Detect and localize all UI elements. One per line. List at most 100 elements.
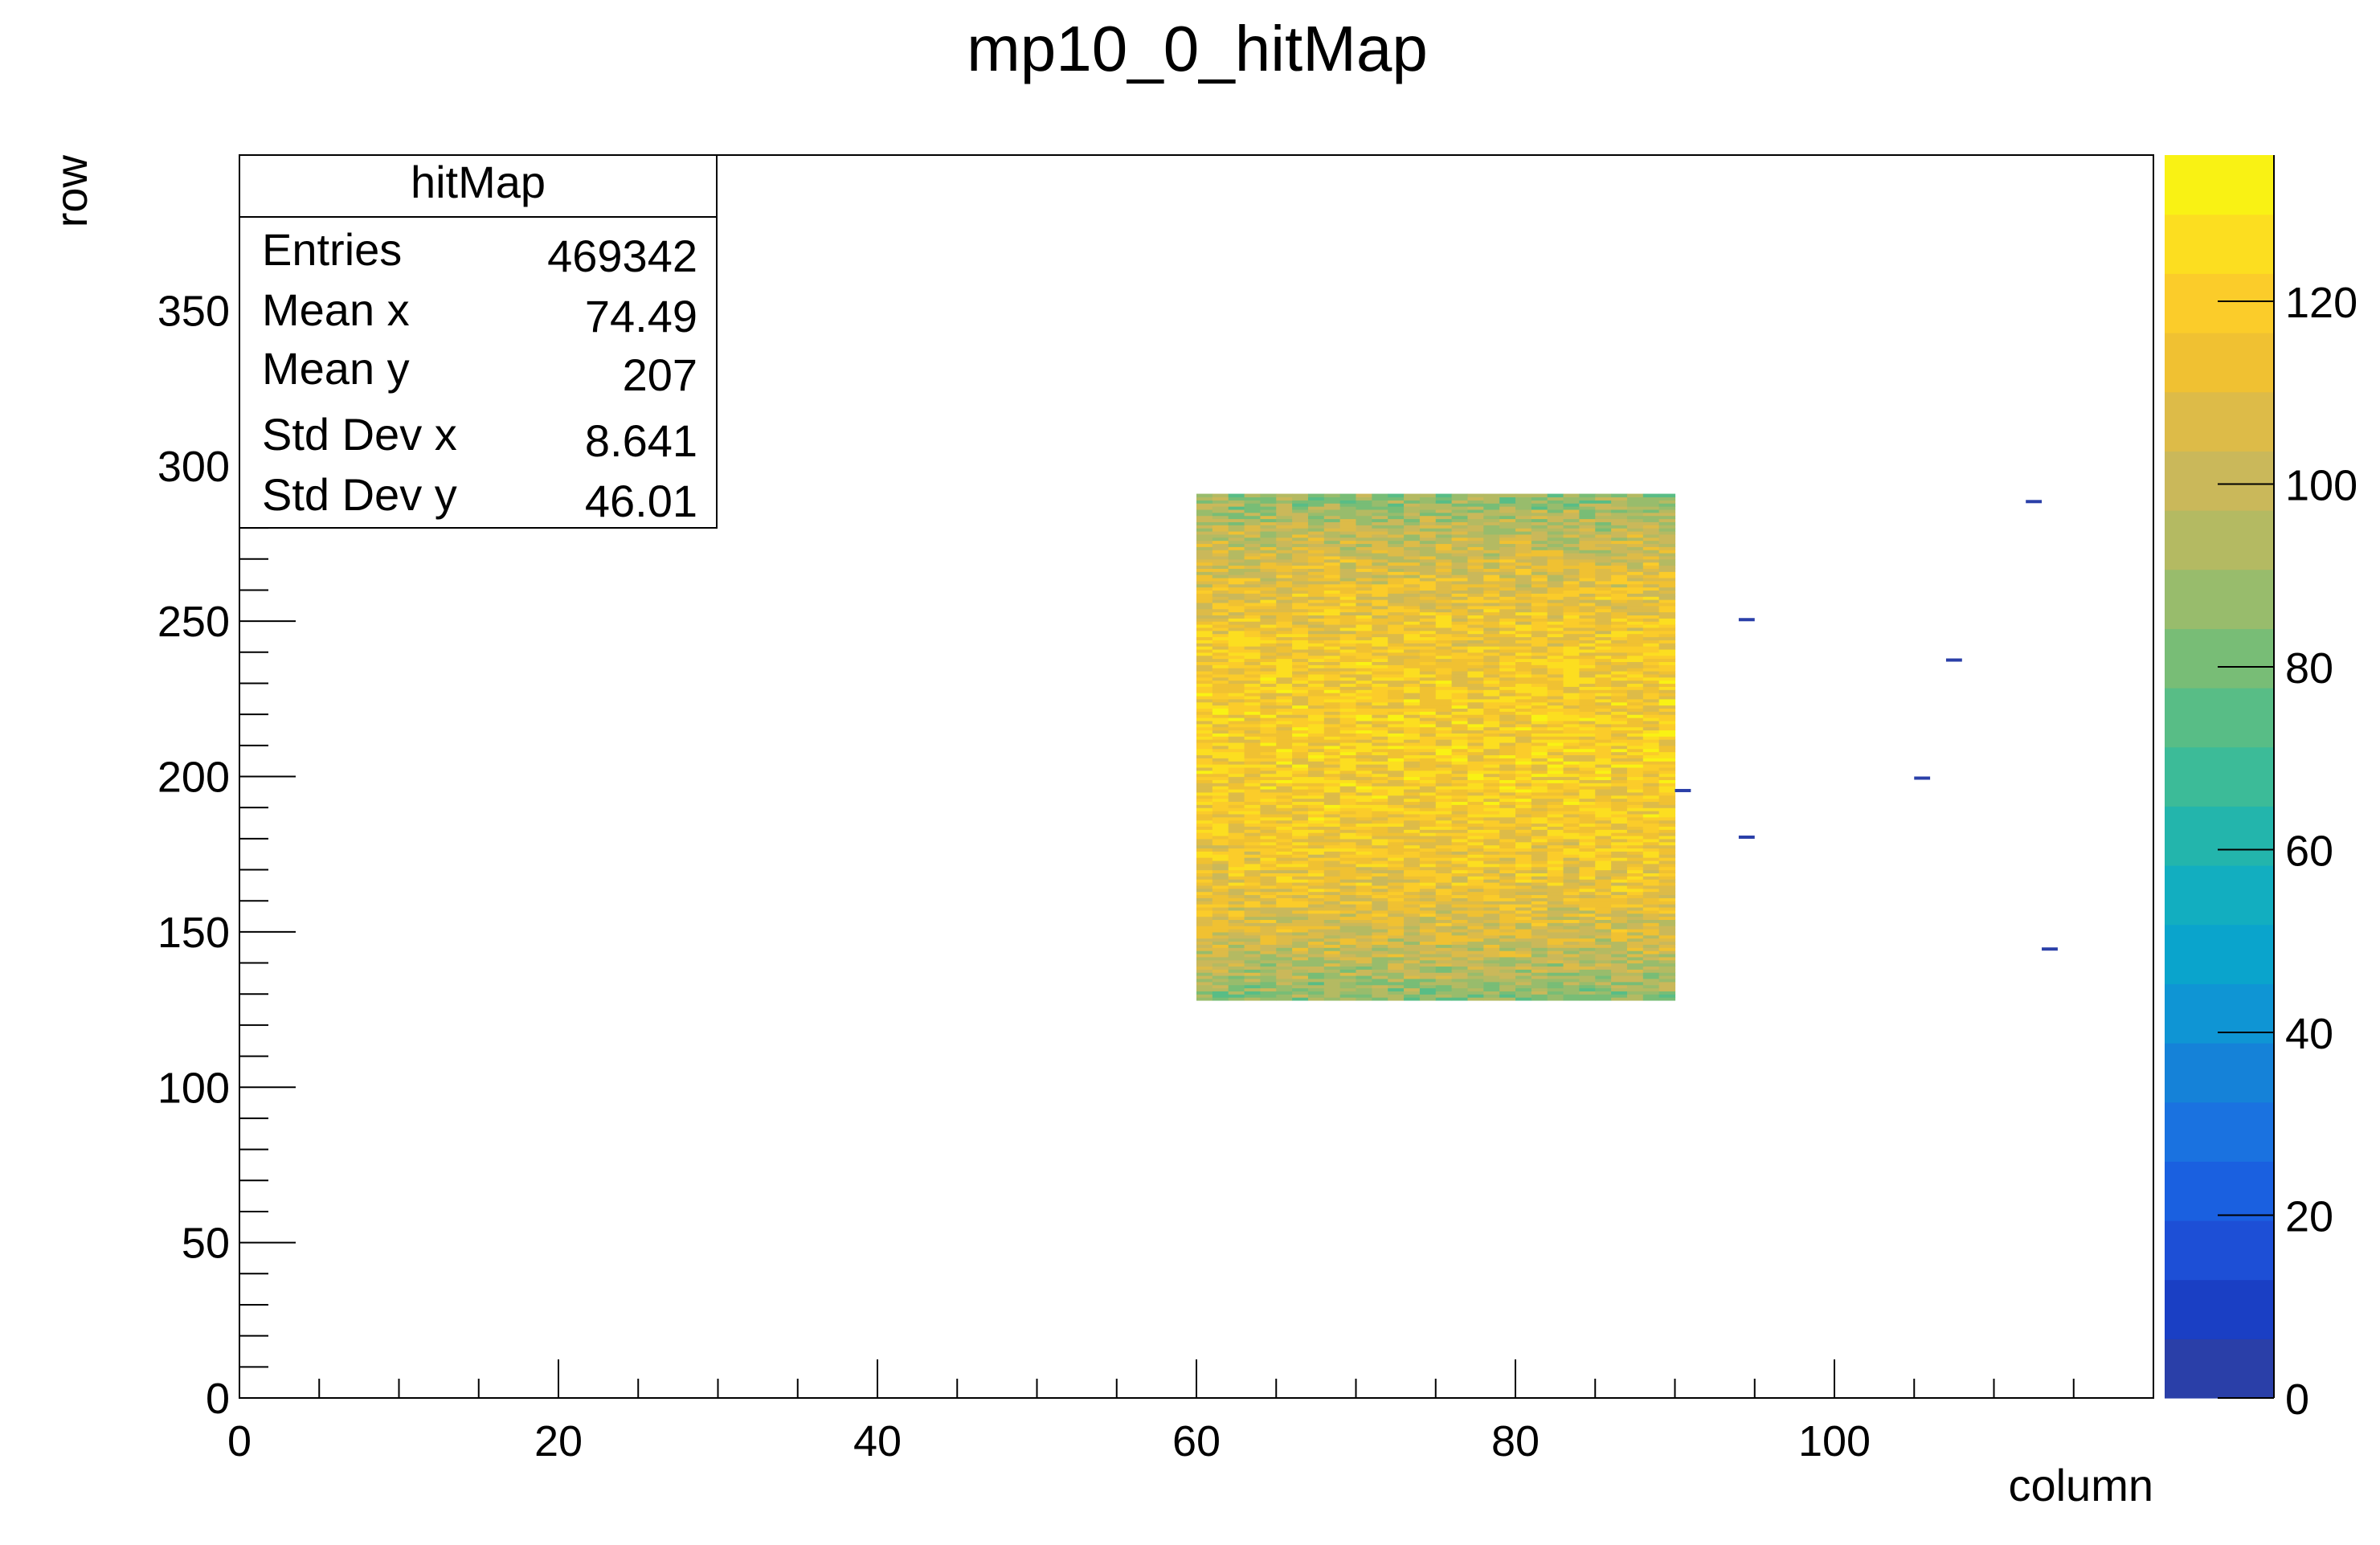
heatmap-cell xyxy=(1372,714,1388,718)
heatmap-cell xyxy=(1404,627,1421,631)
heatmap-cell xyxy=(1451,533,1469,538)
outlier-cell xyxy=(1914,776,1931,780)
heatmap-cell xyxy=(1339,885,1357,889)
heatmap-cell xyxy=(1212,698,1229,703)
heatmap-cell xyxy=(1595,966,1612,970)
heatmap-cell xyxy=(1435,776,1453,780)
heatmap-cell xyxy=(1260,587,1277,591)
heatmap-cell xyxy=(1196,854,1213,858)
heatmap-cell xyxy=(1435,652,1453,656)
heatmap-cell xyxy=(1260,820,1277,824)
heatmap-cell xyxy=(1339,636,1357,640)
heatmap-cell xyxy=(1419,714,1437,718)
heatmap-cell xyxy=(1276,823,1293,827)
heatmap-cell xyxy=(1292,766,1309,771)
heatmap-cell xyxy=(1547,521,1564,525)
heatmap-cell xyxy=(1499,959,1516,964)
heatmap-cell xyxy=(1499,533,1516,538)
heatmap-cell xyxy=(1260,891,1277,896)
heatmap-cell xyxy=(1658,543,1676,547)
heatmap-cell xyxy=(1483,786,1500,790)
heatmap-cell xyxy=(1419,798,1437,803)
heatmap-cell xyxy=(1292,835,1309,840)
heatmap-cell xyxy=(1276,698,1293,703)
heatmap-cell xyxy=(1531,543,1548,547)
heatmap-cell xyxy=(1260,761,1277,765)
heatmap-cell xyxy=(1323,643,1341,647)
x-tick-label: 20 xyxy=(534,1417,583,1465)
heatmap-cell xyxy=(1626,521,1644,525)
heatmap-cell xyxy=(1323,913,1341,918)
heatmap-cell xyxy=(1196,726,1213,731)
heatmap-cell xyxy=(1642,683,1660,687)
heatmap-cell xyxy=(1323,655,1341,660)
heatmap-cell xyxy=(1467,605,1484,610)
heatmap-cell xyxy=(1419,929,1437,933)
heatmap-cell xyxy=(1611,931,1628,936)
heatmap-cell xyxy=(1626,742,1644,746)
heatmap-cell xyxy=(1563,605,1580,610)
heatmap-cell xyxy=(1307,648,1325,653)
heatmap-cell xyxy=(1658,618,1676,622)
heatmap-cell xyxy=(1244,913,1261,918)
heatmap-cell xyxy=(1404,571,1421,575)
heatmap-cell xyxy=(1228,770,1245,775)
heatmap-cell xyxy=(1483,693,1500,697)
heatmap-cell xyxy=(1531,565,1548,569)
heatmap-cell xyxy=(1388,860,1405,864)
heatmap-cell xyxy=(1611,596,1628,600)
heatmap-cell xyxy=(1579,711,1596,715)
heatmap-cell xyxy=(1339,599,1357,603)
heatmap-cell xyxy=(1260,929,1277,933)
heatmap-cell xyxy=(1372,500,1388,504)
heatmap-cell xyxy=(1404,577,1421,582)
heatmap-cell xyxy=(1212,512,1229,517)
heatmap-cell xyxy=(1451,876,1469,880)
heatmap-cell xyxy=(1404,997,1421,1001)
heatmap-cell xyxy=(1372,643,1388,647)
heatmap-cell xyxy=(1483,916,1500,921)
heatmap-cell xyxy=(1547,646,1564,650)
heatmap-cell xyxy=(1451,994,1469,998)
heatmap-cell xyxy=(1356,761,1372,765)
heatmap-cell xyxy=(1339,733,1357,737)
heatmap-cell xyxy=(1642,605,1660,610)
heatmap-cell xyxy=(1467,876,1484,880)
heatmap-cell xyxy=(1595,689,1612,693)
heatmap-cell xyxy=(1388,804,1405,808)
heatmap-cell xyxy=(1372,705,1388,709)
heatmap-cell xyxy=(1483,813,1500,818)
heatmap-cell xyxy=(1595,605,1612,610)
heatmap-cell xyxy=(1435,863,1453,868)
heatmap-cell xyxy=(1307,938,1325,942)
heatmap-cell xyxy=(1212,506,1229,510)
heatmap-cell xyxy=(1579,540,1596,545)
heatmap-cell xyxy=(1499,860,1516,864)
heatmap-cell xyxy=(1339,736,1357,740)
heatmap-cell xyxy=(1467,804,1484,808)
heatmap-cell xyxy=(1642,599,1660,603)
heatmap-cell xyxy=(1563,841,1580,846)
heatmap-cell xyxy=(1292,608,1309,613)
heatmap-cell xyxy=(1611,698,1628,703)
heatmap-cell xyxy=(1435,906,1453,911)
heatmap-cell xyxy=(1419,816,1437,821)
heatmap-cell xyxy=(1292,726,1309,731)
heatmap-cell xyxy=(1595,580,1612,585)
heatmap-cell xyxy=(1276,711,1293,715)
heatmap-cell xyxy=(1483,873,1500,877)
heatmap-cell xyxy=(1356,533,1372,538)
heatmap-cell xyxy=(1196,602,1213,607)
heatmap-cell xyxy=(1515,773,1532,778)
heatmap-cell xyxy=(1356,683,1372,687)
heatmap-cell xyxy=(1467,754,1484,758)
color-scale-segment xyxy=(2165,746,2274,807)
heatmap-cell xyxy=(1212,615,1229,619)
heatmap-cell xyxy=(1611,636,1628,640)
heatmap-cell xyxy=(1435,664,1453,668)
heatmap-cell xyxy=(1388,611,1405,615)
heatmap-cell xyxy=(1579,580,1596,585)
heatmap-cell xyxy=(1404,506,1421,510)
heatmap-cell xyxy=(1323,695,1341,700)
heatmap-cell xyxy=(1611,944,1628,948)
